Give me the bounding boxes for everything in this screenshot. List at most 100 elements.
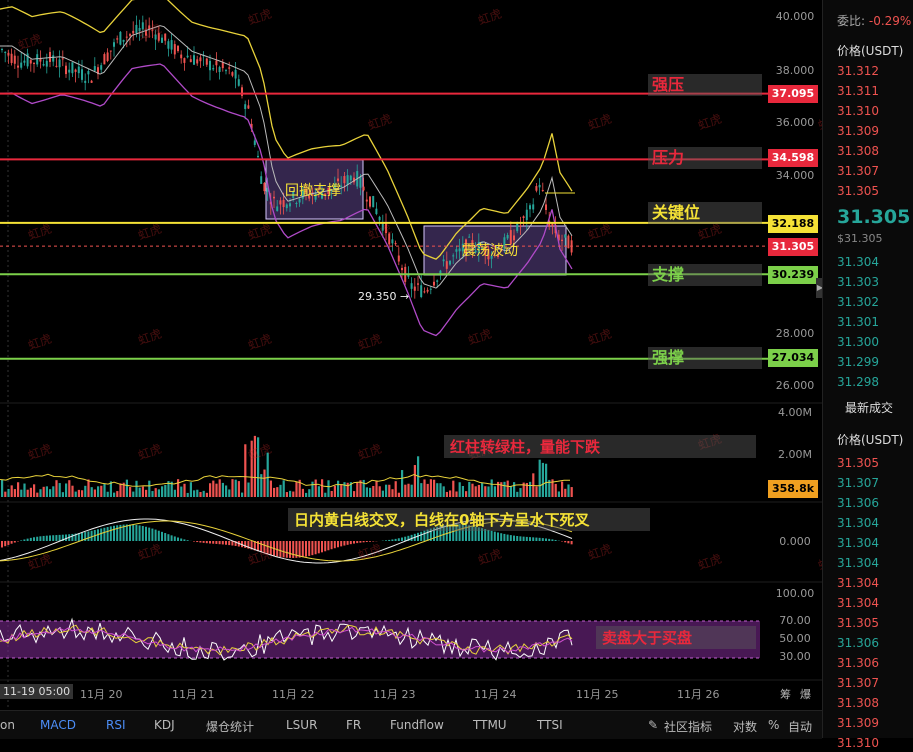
candle-body xyxy=(107,52,109,61)
ask-price[interactable]: 31.310 xyxy=(837,102,879,120)
candle-body xyxy=(516,223,518,231)
community-indicators-button[interactable]: 社区指标 xyxy=(664,718,712,735)
watermark: 虹虎 xyxy=(26,441,53,462)
candle-body xyxy=(347,175,349,185)
candle-body xyxy=(299,199,301,202)
macd-histogram xyxy=(318,541,320,553)
indicator-tab-ttsi[interactable]: TTSI xyxy=(537,718,563,732)
bid-price[interactable]: 31.301 xyxy=(837,313,879,331)
volume-bar xyxy=(247,483,249,497)
macd-histogram xyxy=(305,541,307,557)
macd-histogram xyxy=(142,526,144,541)
auto-scale-button[interactable]: 自动 xyxy=(788,718,812,735)
community-indicators-icon[interactable]: ✎ xyxy=(648,718,658,732)
bid-price[interactable]: 31.299 xyxy=(837,353,879,371)
volume-bar xyxy=(94,490,96,497)
indicator-tab-fundflow[interactable]: Fundflow xyxy=(390,718,444,732)
volume-bar xyxy=(555,484,557,497)
percent-scale-button[interactable]: % xyxy=(768,718,779,732)
candle-body xyxy=(519,225,521,227)
ask-price[interactable]: 31.307 xyxy=(837,162,879,180)
volume-bar xyxy=(11,485,13,497)
low-marker: 29.350 → xyxy=(358,290,409,303)
x-tick: 11月 25 xyxy=(576,686,619,702)
candle-body xyxy=(14,56,16,64)
macd-histogram xyxy=(225,541,227,545)
macd-histogram xyxy=(36,537,38,541)
macd-histogram xyxy=(7,541,9,545)
indicator-tab-macd[interactable]: MACD xyxy=(40,718,76,732)
bid-price[interactable]: 31.303 xyxy=(837,273,879,291)
candle-body xyxy=(257,156,259,157)
volume-bar xyxy=(228,489,230,497)
indicator-tab-rsi[interactable]: RSI xyxy=(106,718,126,732)
macd-histogram xyxy=(279,541,281,557)
macd-histogram xyxy=(308,541,310,556)
level-label-support: 支撑 xyxy=(648,264,762,286)
macd-histogram xyxy=(52,535,54,541)
candle-body xyxy=(427,290,429,292)
macd-histogram xyxy=(526,537,528,541)
volume-bar xyxy=(404,485,406,497)
volume-bar xyxy=(337,481,339,497)
candle-body xyxy=(132,31,134,34)
candle-body xyxy=(4,52,6,53)
liquidation-button[interactable]: 爆 xyxy=(800,686,811,702)
candle-body xyxy=(71,62,73,73)
bid-price[interactable]: 31.300 xyxy=(837,333,879,351)
macd-histogram xyxy=(132,525,134,541)
ask-price[interactable]: 31.309 xyxy=(837,122,879,140)
chips-button[interactable]: 筹 xyxy=(780,686,791,702)
ask-price[interactable]: 31.308 xyxy=(837,142,879,160)
macd-histogram xyxy=(209,541,211,543)
trade-price: 31.306 xyxy=(837,654,879,672)
macd-histogram xyxy=(228,541,230,545)
volume-bar xyxy=(289,491,291,497)
indicator-tab-fr[interactable]: FR xyxy=(346,718,361,732)
candle-body xyxy=(59,59,61,67)
indicator-tab-liquidation[interactable]: 爆仓统计 xyxy=(206,718,254,735)
candle-body xyxy=(439,271,441,274)
volume-bar xyxy=(519,488,521,497)
macd-histogram xyxy=(87,531,89,541)
candle-body xyxy=(11,54,13,63)
macd-histogram xyxy=(222,541,224,544)
indicator-tab-lsur[interactable]: LSUR xyxy=(286,718,317,732)
candle-body xyxy=(129,34,131,36)
candle-body xyxy=(564,235,566,238)
candle-body xyxy=(206,59,208,65)
x-tick: 11月 24 xyxy=(474,686,517,702)
volume-bar xyxy=(324,493,326,497)
macd-histogram xyxy=(523,537,525,541)
volume-bar xyxy=(286,492,288,497)
bid-price[interactable]: 31.298 xyxy=(837,373,879,391)
order-ratio-label: 委比: xyxy=(837,14,865,28)
volume-bar xyxy=(315,480,317,497)
volume-bar xyxy=(39,489,41,497)
candle-body xyxy=(254,141,256,145)
x-tick: 11月 21 xyxy=(172,686,215,702)
macd-histogram xyxy=(171,535,173,541)
rsi-annotation: 卖盘大于买盘 xyxy=(596,626,756,649)
ask-price[interactable]: 31.312 xyxy=(837,62,879,80)
volume-bar xyxy=(343,482,345,497)
candle-body xyxy=(196,59,198,63)
macd-histogram xyxy=(567,541,569,543)
macd-histogram xyxy=(334,541,336,548)
bid-price[interactable]: 31.302 xyxy=(837,293,879,311)
log-scale-button[interactable]: 对数 xyxy=(733,718,757,735)
indicator-tab-kdj[interactable]: KDJ xyxy=(154,718,175,732)
ask-price[interactable]: 31.305 xyxy=(837,182,879,200)
candle-body xyxy=(164,34,166,41)
candle-body xyxy=(174,44,176,54)
macd-histogram xyxy=(503,534,505,541)
indicator-tab[interactable]: on xyxy=(0,718,15,732)
volume-bar xyxy=(1,480,3,497)
volume-bar xyxy=(219,479,221,497)
macd-histogram xyxy=(315,541,317,554)
indicator-tab-ttmu[interactable]: TTMU xyxy=(473,718,507,732)
macd-histogram xyxy=(324,541,326,551)
bid-price[interactable]: 31.304 xyxy=(837,253,879,271)
ask-price[interactable]: 31.311 xyxy=(837,82,879,100)
volume-bar xyxy=(430,479,432,497)
